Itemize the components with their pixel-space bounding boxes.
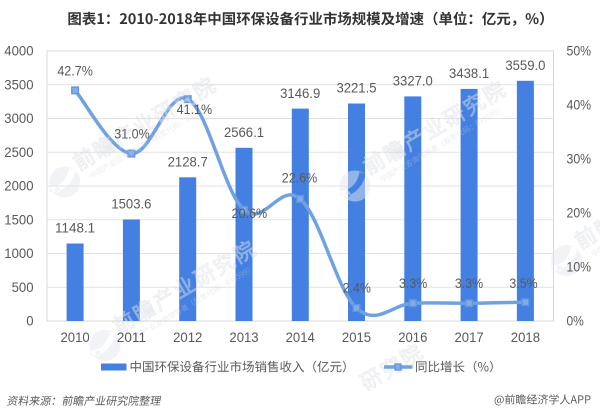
svg-text:3559.0: 3559.0 xyxy=(505,57,545,73)
svg-text:3000: 3000 xyxy=(4,110,33,126)
svg-text:2018: 2018 xyxy=(511,329,540,345)
svg-text:20.6%: 20.6% xyxy=(232,205,268,221)
svg-text:2010: 2010 xyxy=(61,329,90,345)
svg-text:41.1%: 41.1% xyxy=(177,101,213,117)
svg-text:2014: 2014 xyxy=(286,329,315,345)
svg-text:22.6%: 22.6% xyxy=(282,170,318,186)
svg-text:2012: 2012 xyxy=(173,329,202,345)
svg-text:50%: 50% xyxy=(567,43,592,59)
svg-text:0%: 0% xyxy=(567,313,584,329)
svg-text:2.4%: 2.4% xyxy=(343,280,371,296)
svg-text:10%: 10% xyxy=(567,259,592,275)
svg-text:20%: 20% xyxy=(567,205,592,221)
svg-text:2500: 2500 xyxy=(4,144,33,160)
svg-text:1148.1: 1148.1 xyxy=(55,220,95,236)
svg-text:2566.1: 2566.1 xyxy=(224,124,264,140)
svg-text:3327.0: 3327.0 xyxy=(393,73,433,89)
svg-text:0: 0 xyxy=(26,313,33,329)
svg-text:1503.6: 1503.6 xyxy=(111,196,151,212)
svg-text:2000: 2000 xyxy=(4,178,33,194)
svg-text:42.7%: 42.7% xyxy=(57,62,93,78)
svg-text:3500: 3500 xyxy=(4,77,33,93)
svg-text:2015: 2015 xyxy=(342,329,371,345)
svg-text:3221.5: 3221.5 xyxy=(336,80,376,96)
svg-text:2016: 2016 xyxy=(398,329,427,345)
svg-text:4000: 4000 xyxy=(4,43,33,59)
svg-text:40%: 40% xyxy=(567,97,592,113)
svg-text:3.3%: 3.3% xyxy=(455,275,483,291)
svg-text:3.3%: 3.3% xyxy=(399,275,427,291)
svg-text:3146.9: 3146.9 xyxy=(280,85,320,101)
svg-text:500: 500 xyxy=(12,279,34,295)
svg-text:3438.1: 3438.1 xyxy=(449,65,489,81)
svg-text:1500: 1500 xyxy=(4,211,33,227)
svg-text:3.5%: 3.5% xyxy=(509,275,537,291)
svg-text:31.0%: 31.0% xyxy=(114,126,150,142)
svg-text:1000: 1000 xyxy=(4,245,33,261)
svg-text:2011: 2011 xyxy=(117,329,146,345)
svg-text:30%: 30% xyxy=(567,151,592,167)
svg-text:2017: 2017 xyxy=(455,329,484,345)
svg-text:2128.7: 2128.7 xyxy=(168,154,208,170)
svg-text:2013: 2013 xyxy=(229,329,258,345)
